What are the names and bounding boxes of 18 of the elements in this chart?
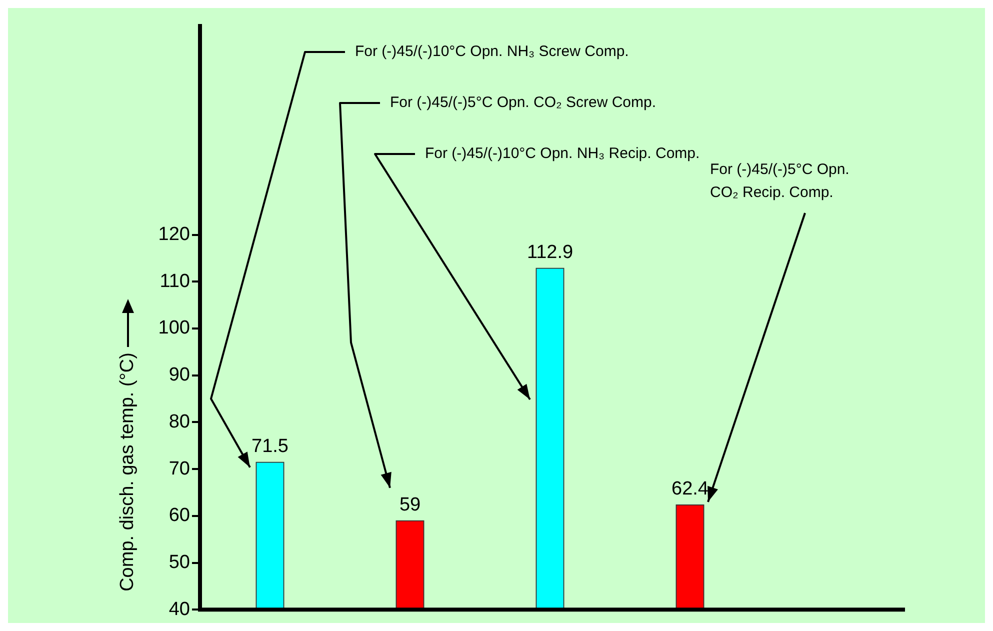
y-tick-label: 40 [168,598,190,620]
y-tick-label: 110 [160,270,190,292]
y-tick-label: 60 [168,505,190,526]
y-tick-label: 70 [168,458,190,480]
data-label: 112.9 [526,242,574,263]
data-label: 59 [399,494,421,516]
y-tick-label: 90 [168,364,190,386]
y-tick-label: 120 [158,224,190,246]
y-tick-label: 50 [168,552,190,573]
y-axis-title: Comp. disch. gas temp. (°C) [117,352,139,592]
y-tick-label: 80 [168,411,190,432]
annotation: For (-)45/(-)10°C Opn. NH₃ Screw Comp. [355,43,629,60]
y-tick-label: 100 [158,318,190,339]
annotation: For (-)45/(-)10°C Opn. NH₃ Recip. Comp. [425,145,700,162]
annotation: For (-)45/(-)5°C Opn. CO₂ Recip. Comp. [710,161,850,202]
data-label: 71.5 [252,436,288,457]
data-label: 62.4 [672,478,709,500]
annotation: For (-)45/(-)5°C Opn. CO₂ Screw Comp. [390,94,656,112]
